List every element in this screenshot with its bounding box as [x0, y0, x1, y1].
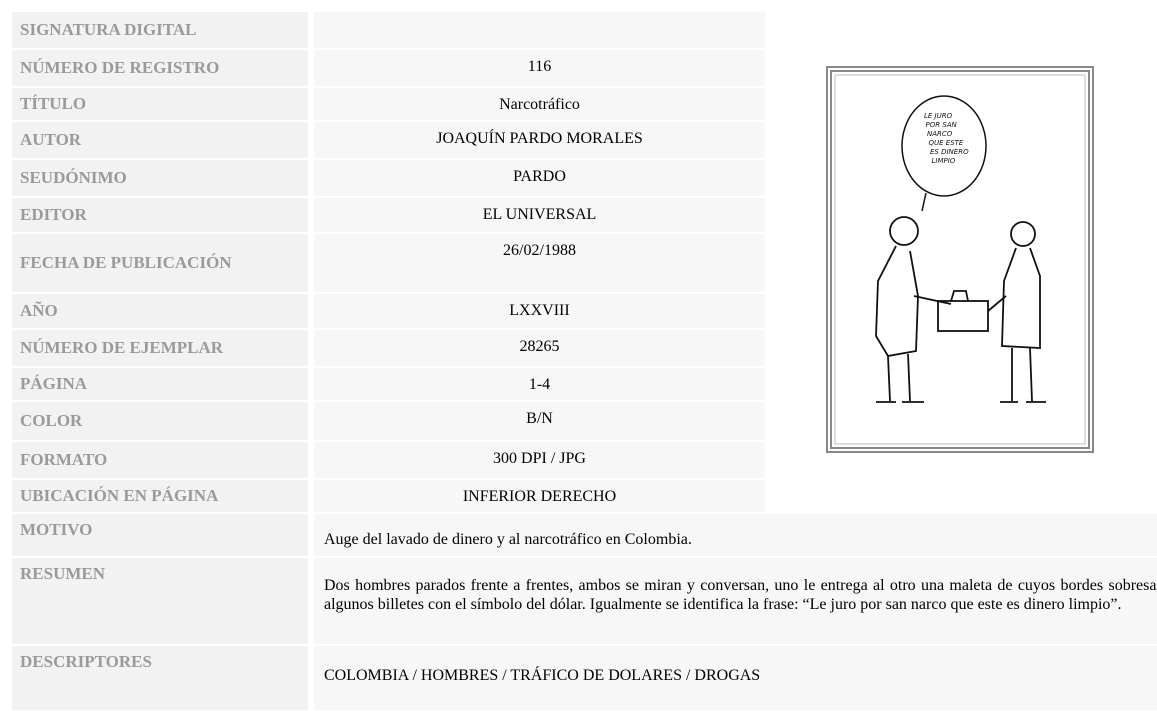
field-label: MOTIVO	[12, 514, 308, 556]
field-value: JOAQUÍN PARDO MORALES	[314, 122, 765, 158]
field-value: EL UNIVERSAL	[314, 198, 765, 232]
speech-text: LIMPIO	[932, 157, 956, 165]
field-label: EDITOR	[12, 198, 308, 232]
field-value: LXXVIII	[314, 294, 765, 328]
field-label: NÚMERO DE REGISTRO	[12, 50, 308, 86]
speech-text: POR SAN	[926, 121, 958, 129]
field-value: 300 DPI / JPG	[314, 442, 765, 478]
field-value: Narcotráfico	[314, 88, 765, 120]
speech-text: LE JURO	[924, 112, 953, 120]
field-label: SIGNATURA DIGITAL	[12, 12, 308, 48]
field-label: COLOR	[12, 402, 308, 440]
field-value	[314, 12, 765, 48]
field-value: 26/02/1988	[314, 234, 765, 292]
field-value: 28265	[314, 330, 765, 366]
field-label: AÑO	[12, 294, 308, 328]
field-label: SEUDÓNIMO	[12, 160, 308, 196]
field-value: INFERIOR DERECHO	[314, 480, 765, 512]
field-label: NÚMERO DE EJEMPLAR	[12, 330, 308, 366]
field-label: FORMATO	[12, 442, 308, 478]
speech-text: QUE ESTE	[929, 139, 964, 147]
field-value: Dos hombres parados frente a frentes, am…	[324, 577, 1157, 613]
image-cell	[770, 12, 1157, 512]
field-value-box: Dos hombres parados frente a frentes, am…	[314, 558, 1157, 644]
field-label: PÁGINA	[12, 368, 308, 400]
field-value: 1-4	[314, 368, 765, 400]
field-value: COLOMBIA / HOMBRES / TRÁFICO DE DOLARES …	[324, 667, 761, 684]
field-value: 116	[314, 50, 765, 86]
field-label: UBICACIÓN EN PÁGINA	[12, 480, 308, 512]
field-value-box: COLOMBIA / HOMBRES / TRÁFICO DE DOLARES …	[314, 646, 1157, 710]
field-label: AUTOR	[12, 122, 308, 158]
field-value-box: Auge del lavado de dinero y al narcotráf…	[314, 514, 1157, 556]
field-value: Auge del lavado de dinero y al narcotráf…	[324, 531, 692, 548]
field-label: TÍTULO	[12, 88, 308, 120]
speech-text: NARCO	[927, 130, 953, 138]
field-label: RESUMEN	[12, 558, 308, 644]
field-value: PARDO	[314, 160, 765, 196]
field-value: B/N	[314, 402, 765, 440]
speech-text: ES DINERO	[930, 148, 969, 156]
field-label: DESCRIPTORES	[12, 646, 308, 710]
field-label: FECHA DE PUBLICACIÓN	[12, 234, 308, 292]
